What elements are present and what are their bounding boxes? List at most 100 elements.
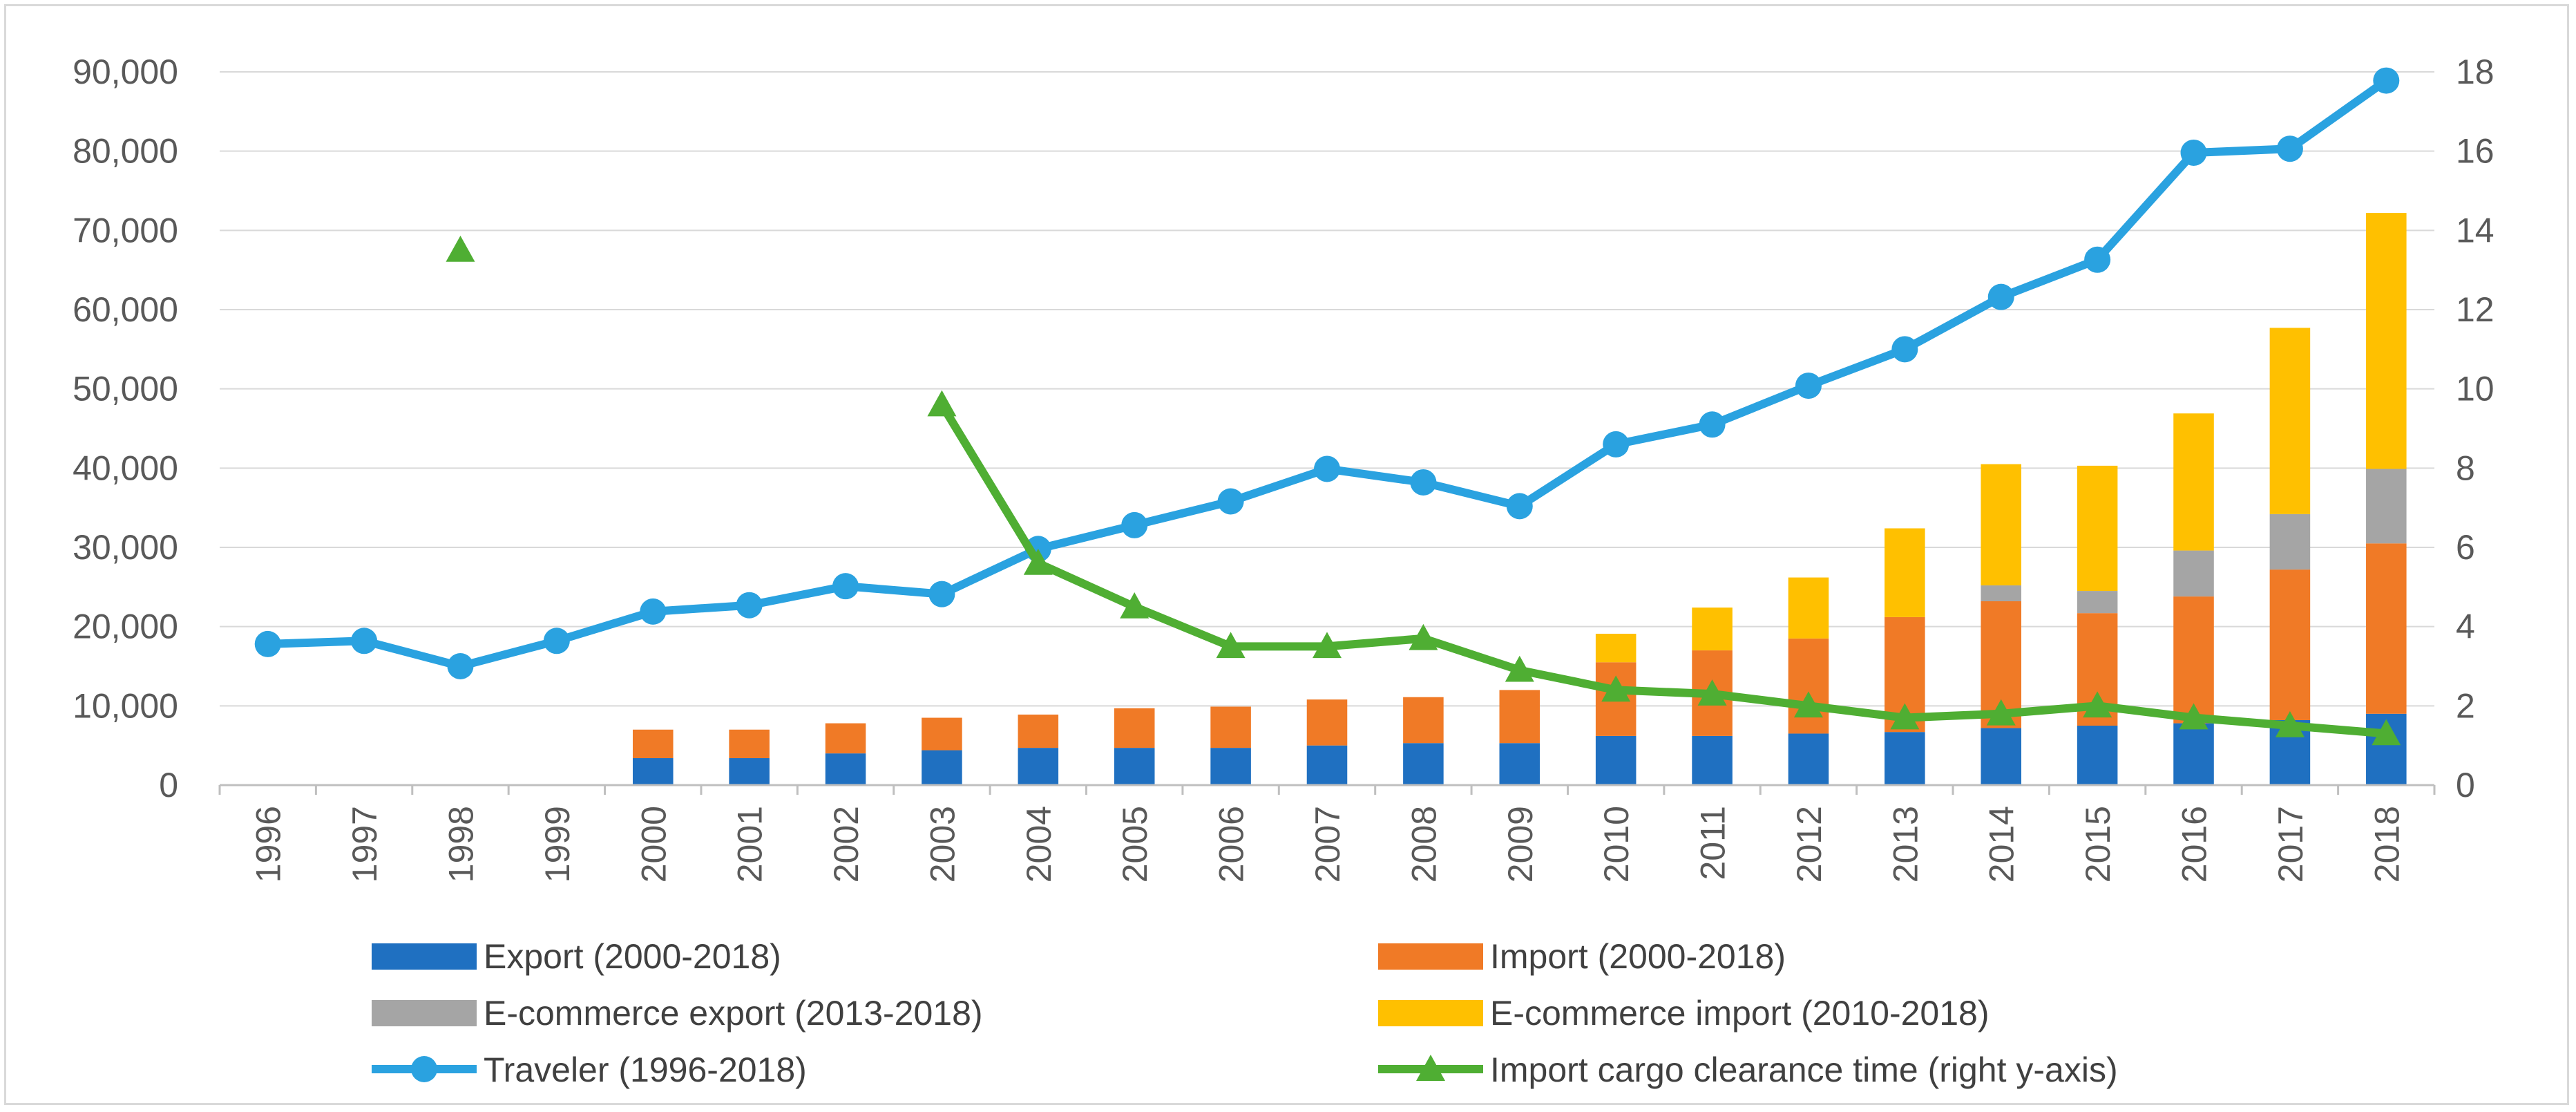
data-point bbox=[1506, 493, 1533, 520]
legend-label: E-commerce import (2010-2018) bbox=[1490, 994, 1990, 1033]
bar-segment bbox=[1114, 748, 1155, 785]
data-point bbox=[1121, 511, 1148, 538]
x-tick-label: 2001 bbox=[731, 806, 770, 883]
legend: Export (2000-2018) Import (2000-2018) E-co… bbox=[372, 937, 2118, 1089]
data-point bbox=[2180, 139, 2207, 166]
data-point bbox=[1891, 336, 1918, 363]
data-point bbox=[2372, 719, 2401, 746]
x-tick-label: 1997 bbox=[345, 806, 384, 883]
x-tick-label: 1998 bbox=[441, 806, 480, 883]
bar-segment bbox=[1788, 638, 1829, 734]
bar-segment bbox=[2077, 591, 2118, 614]
series-line bbox=[937, 400, 2391, 738]
data-point bbox=[1409, 623, 1438, 650]
data-point bbox=[1313, 632, 1342, 659]
right-y-tick-label: 18 bbox=[2456, 53, 2494, 91]
legend-swatch bbox=[372, 943, 477, 970]
x-tick-label: 2009 bbox=[1501, 806, 1540, 883]
bar-segment bbox=[1981, 728, 2022, 785]
x-tick-label: 2016 bbox=[2175, 806, 2214, 883]
data-point bbox=[1793, 691, 1823, 718]
axes: 0 10,000 20,000 30,000 40,000 50,000 60,000 70,… bbox=[73, 53, 2494, 883]
x-tick-label: 2005 bbox=[1116, 806, 1154, 883]
data-point bbox=[351, 628, 378, 654]
bar-segment bbox=[2269, 513, 2311, 570]
data-point bbox=[832, 573, 859, 600]
bar-segment bbox=[1403, 743, 1444, 785]
data-point bbox=[1217, 488, 1244, 515]
data-point bbox=[447, 653, 474, 679]
bar-segment bbox=[2366, 213, 2407, 469]
bar-segment bbox=[2269, 328, 2311, 514]
data-point bbox=[1699, 411, 1726, 438]
bar-segment bbox=[1403, 697, 1444, 744]
x-tick-label: 2006 bbox=[1212, 806, 1251, 883]
bar-segment bbox=[632, 758, 674, 785]
legend-label: Import cargo clearance time (right y-axi… bbox=[1490, 1050, 2118, 1089]
bar-segment bbox=[1114, 708, 1155, 748]
data-point bbox=[1314, 455, 1340, 482]
left-y-tick-label: 70,000 bbox=[73, 211, 178, 249]
legend-marker bbox=[1416, 1055, 1445, 1081]
bar-segment bbox=[2173, 413, 2214, 551]
bar-segment bbox=[1692, 735, 1733, 785]
data-point bbox=[2083, 691, 2112, 718]
bar-segment bbox=[825, 753, 866, 785]
x-tick-label: 2011 bbox=[1694, 806, 1733, 880]
bar-segment bbox=[2077, 465, 2118, 592]
x-tick-label: 2007 bbox=[1308, 806, 1347, 883]
data-point bbox=[1120, 592, 1149, 619]
data-point bbox=[1603, 431, 1630, 458]
right-y-tick-label: 8 bbox=[2456, 449, 2475, 487]
data-point bbox=[1987, 283, 2014, 310]
x-tick-label: 2000 bbox=[634, 806, 673, 883]
bar-segment bbox=[1499, 690, 1540, 744]
x-tick-label: 2014 bbox=[1983, 806, 2021, 883]
left-y-tick-label: 20,000 bbox=[73, 607, 178, 646]
bar-segment bbox=[1885, 528, 1925, 617]
bar-segment bbox=[1788, 577, 1829, 639]
legend-label: Traveler (1996-2018) bbox=[484, 1050, 807, 1089]
x-tick-label: 2010 bbox=[1597, 806, 1636, 883]
data-point bbox=[2179, 703, 2208, 730]
bar-segment bbox=[922, 717, 962, 751]
right-y-tick-label: 14 bbox=[2456, 211, 2494, 249]
bar-segment bbox=[1981, 464, 2022, 586]
right-y-tick-label: 16 bbox=[2456, 132, 2494, 171]
chart-frame bbox=[4, 4, 2569, 1105]
data-point bbox=[254, 630, 281, 657]
bar-segment bbox=[729, 758, 770, 785]
bar-segment bbox=[2269, 569, 2311, 720]
left-y-tick-label: 10,000 bbox=[73, 686, 178, 725]
data-point bbox=[928, 581, 955, 607]
x-tick-label: 2002 bbox=[827, 806, 866, 883]
bar-segment bbox=[632, 729, 674, 759]
legend-label: E-commerce export (2013-2018) bbox=[484, 994, 983, 1033]
x-tick-label: 1996 bbox=[249, 806, 288, 883]
right-y-tick-label: 4 bbox=[2456, 607, 2475, 646]
data-point bbox=[1023, 548, 1053, 575]
data-point bbox=[640, 598, 667, 625]
data-point bbox=[2373, 67, 2400, 94]
left-y-tick-label: 0 bbox=[159, 766, 178, 804]
stacked-bars bbox=[632, 213, 2407, 785]
legend-swatch bbox=[1378, 1000, 1483, 1026]
bar-segment bbox=[922, 750, 962, 785]
bar-segment bbox=[1210, 706, 1251, 748]
bar-segment bbox=[1595, 735, 1637, 785]
bar-segment bbox=[825, 723, 866, 754]
bar-segment bbox=[2173, 596, 2214, 724]
data-point bbox=[1795, 373, 1822, 399]
data-point bbox=[927, 390, 957, 417]
data-point bbox=[1505, 655, 1534, 682]
data-point bbox=[1410, 469, 1437, 496]
legend-marker bbox=[411, 1056, 437, 1082]
bar-segment bbox=[1018, 748, 1059, 785]
bar-segment bbox=[1788, 733, 1829, 785]
x-tick-label: 2012 bbox=[1790, 806, 1829, 883]
bar-segment bbox=[729, 729, 770, 759]
left-y-tick-label: 60,000 bbox=[73, 290, 178, 329]
x-tick-label: 2004 bbox=[1020, 806, 1058, 883]
data-point bbox=[446, 236, 475, 262]
